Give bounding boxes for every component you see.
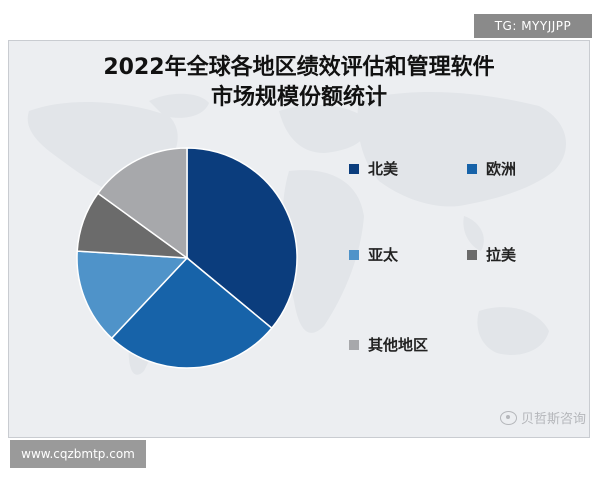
legend-label: 欧洲 [486,160,517,178]
pie-slice-asia-pacific [76,250,189,340]
legend-item-other-regions: 其他地区 [349,334,428,355]
legend-item-latin-america: 拉美 [467,244,516,265]
legend-swatch [349,163,359,174]
url-badge: www.cqzbmtp.com [10,440,146,468]
legend-swatch [467,249,477,260]
chart-title-line-2: 市场规模份额统计 [210,85,387,110]
legend-label: 北美 [368,160,399,178]
pie-slice-other-regions [96,147,188,260]
chart-title: 2022年全球各地区绩效评估和管理软件 市场规模份额统计 [9,53,589,113]
pie-chart [76,147,298,369]
legend-item-asia-pacific: 亚太 [349,244,398,265]
legend-swatch [467,163,477,174]
watermark-text: 贝哲斯咨询 [520,412,586,427]
weibo-watermark: 贝哲斯咨询 [499,408,586,427]
weibo-icon [499,410,517,425]
pie-slice-europe [110,256,273,369]
tg-badge: TG: MYYJJPP [474,14,592,38]
chart-frame: 2022年全球各地区绩效评估和管理软件 市场规模份额统计 北美 欧洲 亚太 拉美… [8,40,590,438]
legend-swatch [349,339,359,350]
chart-title-line-1: 2022年全球各地区绩效评估和管理软件 [103,55,495,80]
pie-slice-north-america [186,147,298,330]
legend-item-north-america: 北美 [349,158,398,179]
legend-swatch [349,249,359,260]
legend-item-europe: 欧洲 [467,158,516,179]
legend-label: 亚太 [368,246,399,264]
legend-label: 其他地区 [368,336,429,354]
legend-label: 拉美 [486,246,517,264]
